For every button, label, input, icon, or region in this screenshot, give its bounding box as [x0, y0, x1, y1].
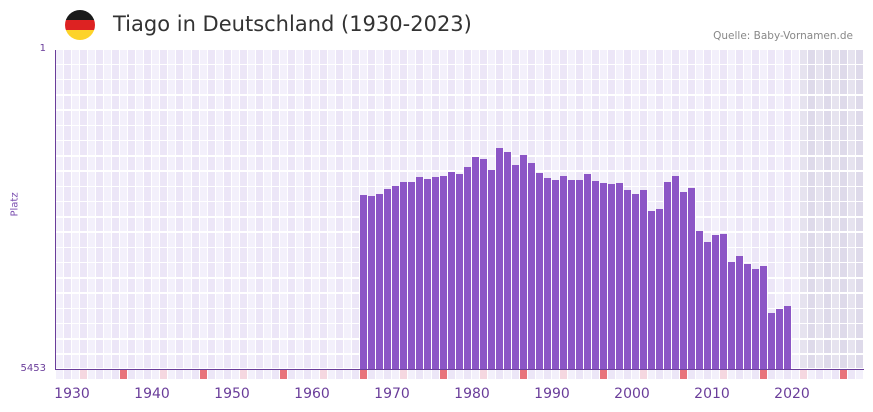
bar-2018[interactable]	[760, 266, 767, 370]
bar-1980[interactable]	[456, 174, 463, 370]
bar-1978[interactable]	[440, 176, 447, 370]
x-tick-label: 1980	[454, 386, 490, 402]
y-axis-title: Platz	[9, 192, 21, 217]
bar-2015[interactable]	[736, 256, 743, 370]
bar-1971[interactable]	[384, 189, 391, 370]
bar-1973[interactable]	[400, 182, 407, 370]
bar-2005[interactable]	[656, 209, 663, 370]
bar-1989[interactable]	[528, 163, 535, 370]
bar-1979[interactable]	[448, 172, 455, 370]
bar-1984[interactable]	[488, 170, 495, 370]
x-tick-label: 1960	[294, 386, 330, 402]
chart-title: Tiago in Deutschland (1930-2023)	[113, 12, 472, 36]
bar-1975[interactable]	[416, 177, 423, 370]
bar-1998[interactable]	[600, 183, 607, 370]
x-tick-label: 2010	[694, 386, 730, 402]
bar-1992[interactable]	[552, 180, 559, 370]
bar-2009[interactable]	[688, 188, 695, 370]
bar-2012[interactable]	[712, 235, 719, 370]
bar-1986[interactable]	[504, 152, 511, 370]
bar-1985[interactable]	[496, 148, 503, 370]
germany-flag-icon	[65, 10, 95, 40]
bar-1974[interactable]	[408, 182, 415, 370]
bar-2017[interactable]	[752, 269, 759, 370]
bar-2008[interactable]	[680, 192, 687, 370]
bar-2001[interactable]	[624, 190, 631, 370]
bar-2019[interactable]	[768, 312, 775, 370]
x-tick-label: 2020	[774, 386, 810, 402]
source-credit: Quelle: Baby-Vornamen.de	[713, 30, 853, 42]
bar-series	[56, 50, 864, 370]
bar-2010[interactable]	[696, 231, 703, 370]
x-tick-label: 1940	[134, 386, 170, 402]
bar-1999[interactable]	[608, 184, 615, 370]
y-axis-top-label: 1	[39, 43, 46, 54]
x-axis-labels: 1930 1940 1950 1960 1970 1980 1990 2000 2010 2020	[0, 386, 873, 406]
bar-1988[interactable]	[520, 155, 527, 370]
bar-2000[interactable]	[616, 183, 623, 370]
bar-2020[interactable]	[776, 309, 783, 370]
bar-1996[interactable]	[584, 174, 591, 370]
bar-2002[interactable]	[632, 194, 639, 370]
bar-1977[interactable]	[432, 177, 439, 370]
bar-2013[interactable]	[720, 234, 727, 370]
bar-1982[interactable]	[472, 157, 479, 370]
bar-1994[interactable]	[568, 180, 575, 370]
bar-1995[interactable]	[576, 180, 583, 370]
bar-2014[interactable]	[728, 262, 735, 370]
x-tick-label: 2000	[614, 386, 650, 402]
bar-2011[interactable]	[704, 242, 711, 370]
bar-2007[interactable]	[672, 176, 679, 370]
bar-2006[interactable]	[664, 182, 671, 370]
bar-2004[interactable]	[648, 211, 655, 370]
x-axis-year-markers	[56, 370, 864, 380]
bar-1987[interactable]	[512, 165, 519, 370]
x-tick-label: 1950	[214, 386, 250, 402]
bar-1968[interactable]	[360, 195, 367, 370]
bar-1976[interactable]	[424, 179, 431, 370]
bar-1993[interactable]	[560, 176, 567, 370]
bar-1990[interactable]	[536, 173, 543, 370]
plot-area	[56, 50, 864, 370]
y-axis-line	[55, 50, 56, 370]
bar-1970[interactable]	[376, 194, 383, 370]
bar-1972[interactable]	[392, 186, 399, 370]
bar-1983[interactable]	[480, 159, 487, 370]
bar-1981[interactable]	[464, 167, 471, 370]
bar-2016[interactable]	[744, 264, 751, 370]
bar-1997[interactable]	[592, 181, 599, 370]
bar-2021[interactable]	[784, 306, 791, 370]
y-axis-bottom-label: 5453	[20, 363, 46, 374]
x-axis-line	[55, 369, 864, 370]
x-tick-label: 1930	[54, 386, 90, 402]
bar-1991[interactable]	[544, 178, 551, 370]
bar-2003[interactable]	[640, 190, 647, 370]
x-tick-label: 1970	[374, 386, 410, 402]
bar-1969[interactable]	[368, 196, 375, 370]
x-tick-label: 1990	[534, 386, 570, 402]
